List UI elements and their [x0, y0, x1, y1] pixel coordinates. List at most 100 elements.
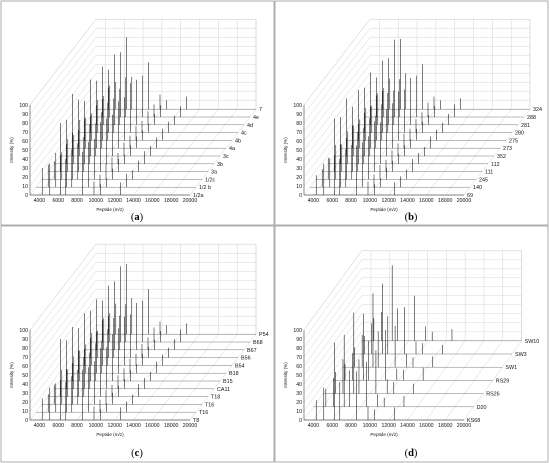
y-tick-label: 20	[296, 400, 302, 406]
floor-grid-line-x	[369, 109, 437, 196]
side-grid-line-y	[303, 37, 371, 124]
side-wall-top	[303, 250, 362, 331]
series-label: CA11	[217, 387, 230, 393]
y-tick-label: 90	[296, 112, 302, 118]
series-b-7: 275	[346, 77, 518, 144]
side-wall-top	[29, 19, 97, 106]
series-label: RS29	[496, 378, 510, 384]
series-label: 281	[521, 123, 530, 129]
floor-grid-line-x	[58, 334, 125, 421]
series-label: 3c	[223, 154, 229, 160]
x-tick-label: 6000	[52, 423, 64, 429]
x-tick-label: 14000	[126, 198, 141, 204]
y-tick-label: 60	[296, 364, 302, 370]
side-grid-line-y	[29, 334, 97, 421]
side-grid-line-y	[29, 91, 97, 178]
floor-grid-line-x	[133, 109, 200, 196]
y-tick-label: 50	[296, 148, 302, 154]
series-d-5: SW3	[352, 283, 527, 358]
panel-caption: (c)	[131, 448, 143, 459]
floor-grid-line-x	[332, 109, 399, 196]
series-c-5: B15	[60, 310, 233, 385]
y-tick-label: 70	[22, 355, 28, 361]
y-tick-label: 40	[296, 382, 302, 388]
panel-b-frame	[274, 0, 549, 226]
x-tick-label: 12000	[107, 423, 122, 429]
series-label: 4a	[229, 146, 235, 152]
series-label: 1/2a	[193, 193, 204, 199]
y-tick-label: 80	[22, 121, 28, 127]
series-a-5: 3c	[60, 79, 229, 160]
x-tick-label: 8000	[345, 423, 357, 429]
side-grid-line-y	[303, 46, 371, 133]
floor-grid-line-x	[350, 109, 418, 196]
y-tick-label: 20	[22, 175, 28, 181]
series-d-1: D20	[313, 334, 486, 411]
y-tick-label: 10	[22, 409, 28, 415]
series-label: 4c	[241, 131, 247, 137]
caption-close: )	[140, 212, 144, 223]
side-grid-line-y	[29, 64, 97, 151]
series-label: 4d	[247, 123, 253, 129]
series-a-1: 1/2 b	[36, 119, 211, 191]
series-label: B67	[247, 348, 257, 354]
side-grid-line-y	[303, 295, 362, 376]
side-grid-line-y	[29, 262, 97, 349]
series-label: T16	[199, 410, 208, 416]
x-tick-label: 20000	[183, 423, 198, 429]
floor-grid-line-x	[171, 109, 238, 196]
series-c-7: B54	[72, 300, 245, 369]
x-tick-label: 16000	[419, 198, 434, 204]
y-tick-label: 100	[293, 328, 302, 334]
y-tick-label: 0	[299, 418, 302, 424]
side-grid-line-y	[29, 28, 97, 115]
y-tick-label: 20	[296, 175, 302, 181]
side-wall-top	[29, 244, 97, 331]
x-tick-label: 14000	[400, 423, 415, 429]
y-tick-label: 10	[296, 409, 302, 415]
y-tick-label: 0	[299, 193, 302, 199]
x-tick-label: 8000	[71, 198, 83, 204]
series-label: 245	[479, 177, 488, 183]
side-wall-top	[303, 19, 371, 106]
side-grid-line-y	[29, 100, 97, 187]
series-b-4: 112	[328, 90, 500, 168]
y-tick-label: 30	[296, 166, 302, 172]
series-a-11: 7	[96, 37, 262, 113]
series-b-1: 140	[310, 117, 482, 191]
side-grid-line-y	[303, 304, 362, 385]
x-tick-label: 6000	[326, 423, 338, 429]
series-b-9: 281	[358, 58, 530, 129]
series-label: 275	[509, 138, 518, 144]
series-a-10: 4e	[90, 52, 259, 121]
floor-grid-line-x	[463, 109, 531, 196]
x-tick-label: 8000	[345, 198, 357, 204]
series-a-0: 1/2a	[30, 123, 204, 199]
series-b-3: 111	[322, 106, 493, 176]
x-tick-label: 16000	[145, 423, 160, 429]
side-grid-line-y	[303, 259, 362, 340]
series-label: RS26	[486, 392, 500, 398]
x-tick-label: 10000	[363, 198, 378, 204]
series-d-3: RS29	[332, 313, 510, 384]
y-tick-label: 80	[22, 346, 28, 352]
x-tick-label: 14000	[126, 423, 141, 429]
caption-letter: b	[408, 212, 414, 223]
series-label: 3b	[217, 162, 223, 168]
y-axis-label: Intensity (%)	[283, 362, 288, 388]
panel-c-frame	[0, 225, 275, 463]
series-label: B15	[223, 379, 233, 385]
floor-grid-line-x	[189, 109, 257, 196]
series-label: SW1	[505, 365, 517, 371]
y-tick-label: 30	[22, 166, 28, 172]
floor-grid-line-x	[114, 109, 181, 196]
series-label: 1/2c	[205, 177, 215, 183]
series-c-0: T8	[30, 339, 199, 424]
series-label: 3a	[211, 170, 217, 176]
side-grid-line-y	[303, 313, 362, 394]
caption-letter: a	[134, 212, 140, 223]
caption-close: )	[414, 212, 418, 223]
